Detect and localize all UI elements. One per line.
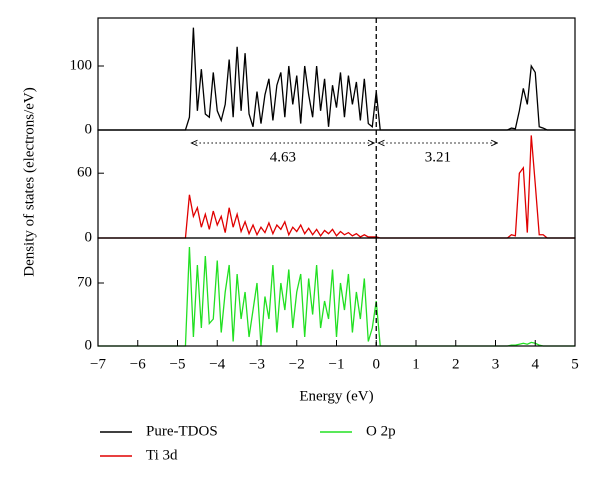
gap-label: 4.63	[270, 149, 296, 165]
gap-label: 3.21	[425, 149, 451, 165]
panel-frame	[97, 129, 576, 239]
x-tick-label: 2	[452, 356, 460, 372]
y-tick-label: 60	[77, 165, 92, 181]
x-tick-label: −4	[209, 356, 225, 372]
line-series	[98, 135, 575, 239]
x-tick-label: −2	[289, 356, 305, 372]
x-tick-label: 3	[492, 356, 500, 372]
line-series	[98, 246, 575, 347]
x-tick-label: 4	[532, 356, 540, 372]
x-axis-label: Energy (eV)	[299, 388, 373, 404]
legend-label: Ti 3d	[146, 447, 178, 463]
x-tick-label: −5	[170, 356, 186, 372]
x-tick-label: 1	[412, 356, 420, 372]
y-tick-label: 0	[85, 337, 93, 353]
y-axis-label: Density of states (electrons/eV)	[21, 87, 37, 277]
x-tick-label: 5	[571, 356, 579, 372]
panel-frame	[97, 17, 576, 131]
legend-label: O 2p	[366, 423, 396, 439]
x-tick-label: −6	[130, 356, 146, 372]
line-series	[98, 27, 575, 131]
y-tick-label: 0	[85, 121, 93, 137]
x-tick-label: 0	[373, 356, 381, 372]
y-tick-label: 100	[70, 57, 93, 73]
y-tick-label: 0	[85, 229, 93, 245]
x-tick-label: −7	[90, 356, 106, 372]
x-tick-label: −3	[249, 356, 265, 372]
y-tick-label: 70	[77, 274, 92, 290]
legend-label: Pure-TDOS	[146, 423, 218, 439]
x-tick-label: −1	[329, 356, 345, 372]
